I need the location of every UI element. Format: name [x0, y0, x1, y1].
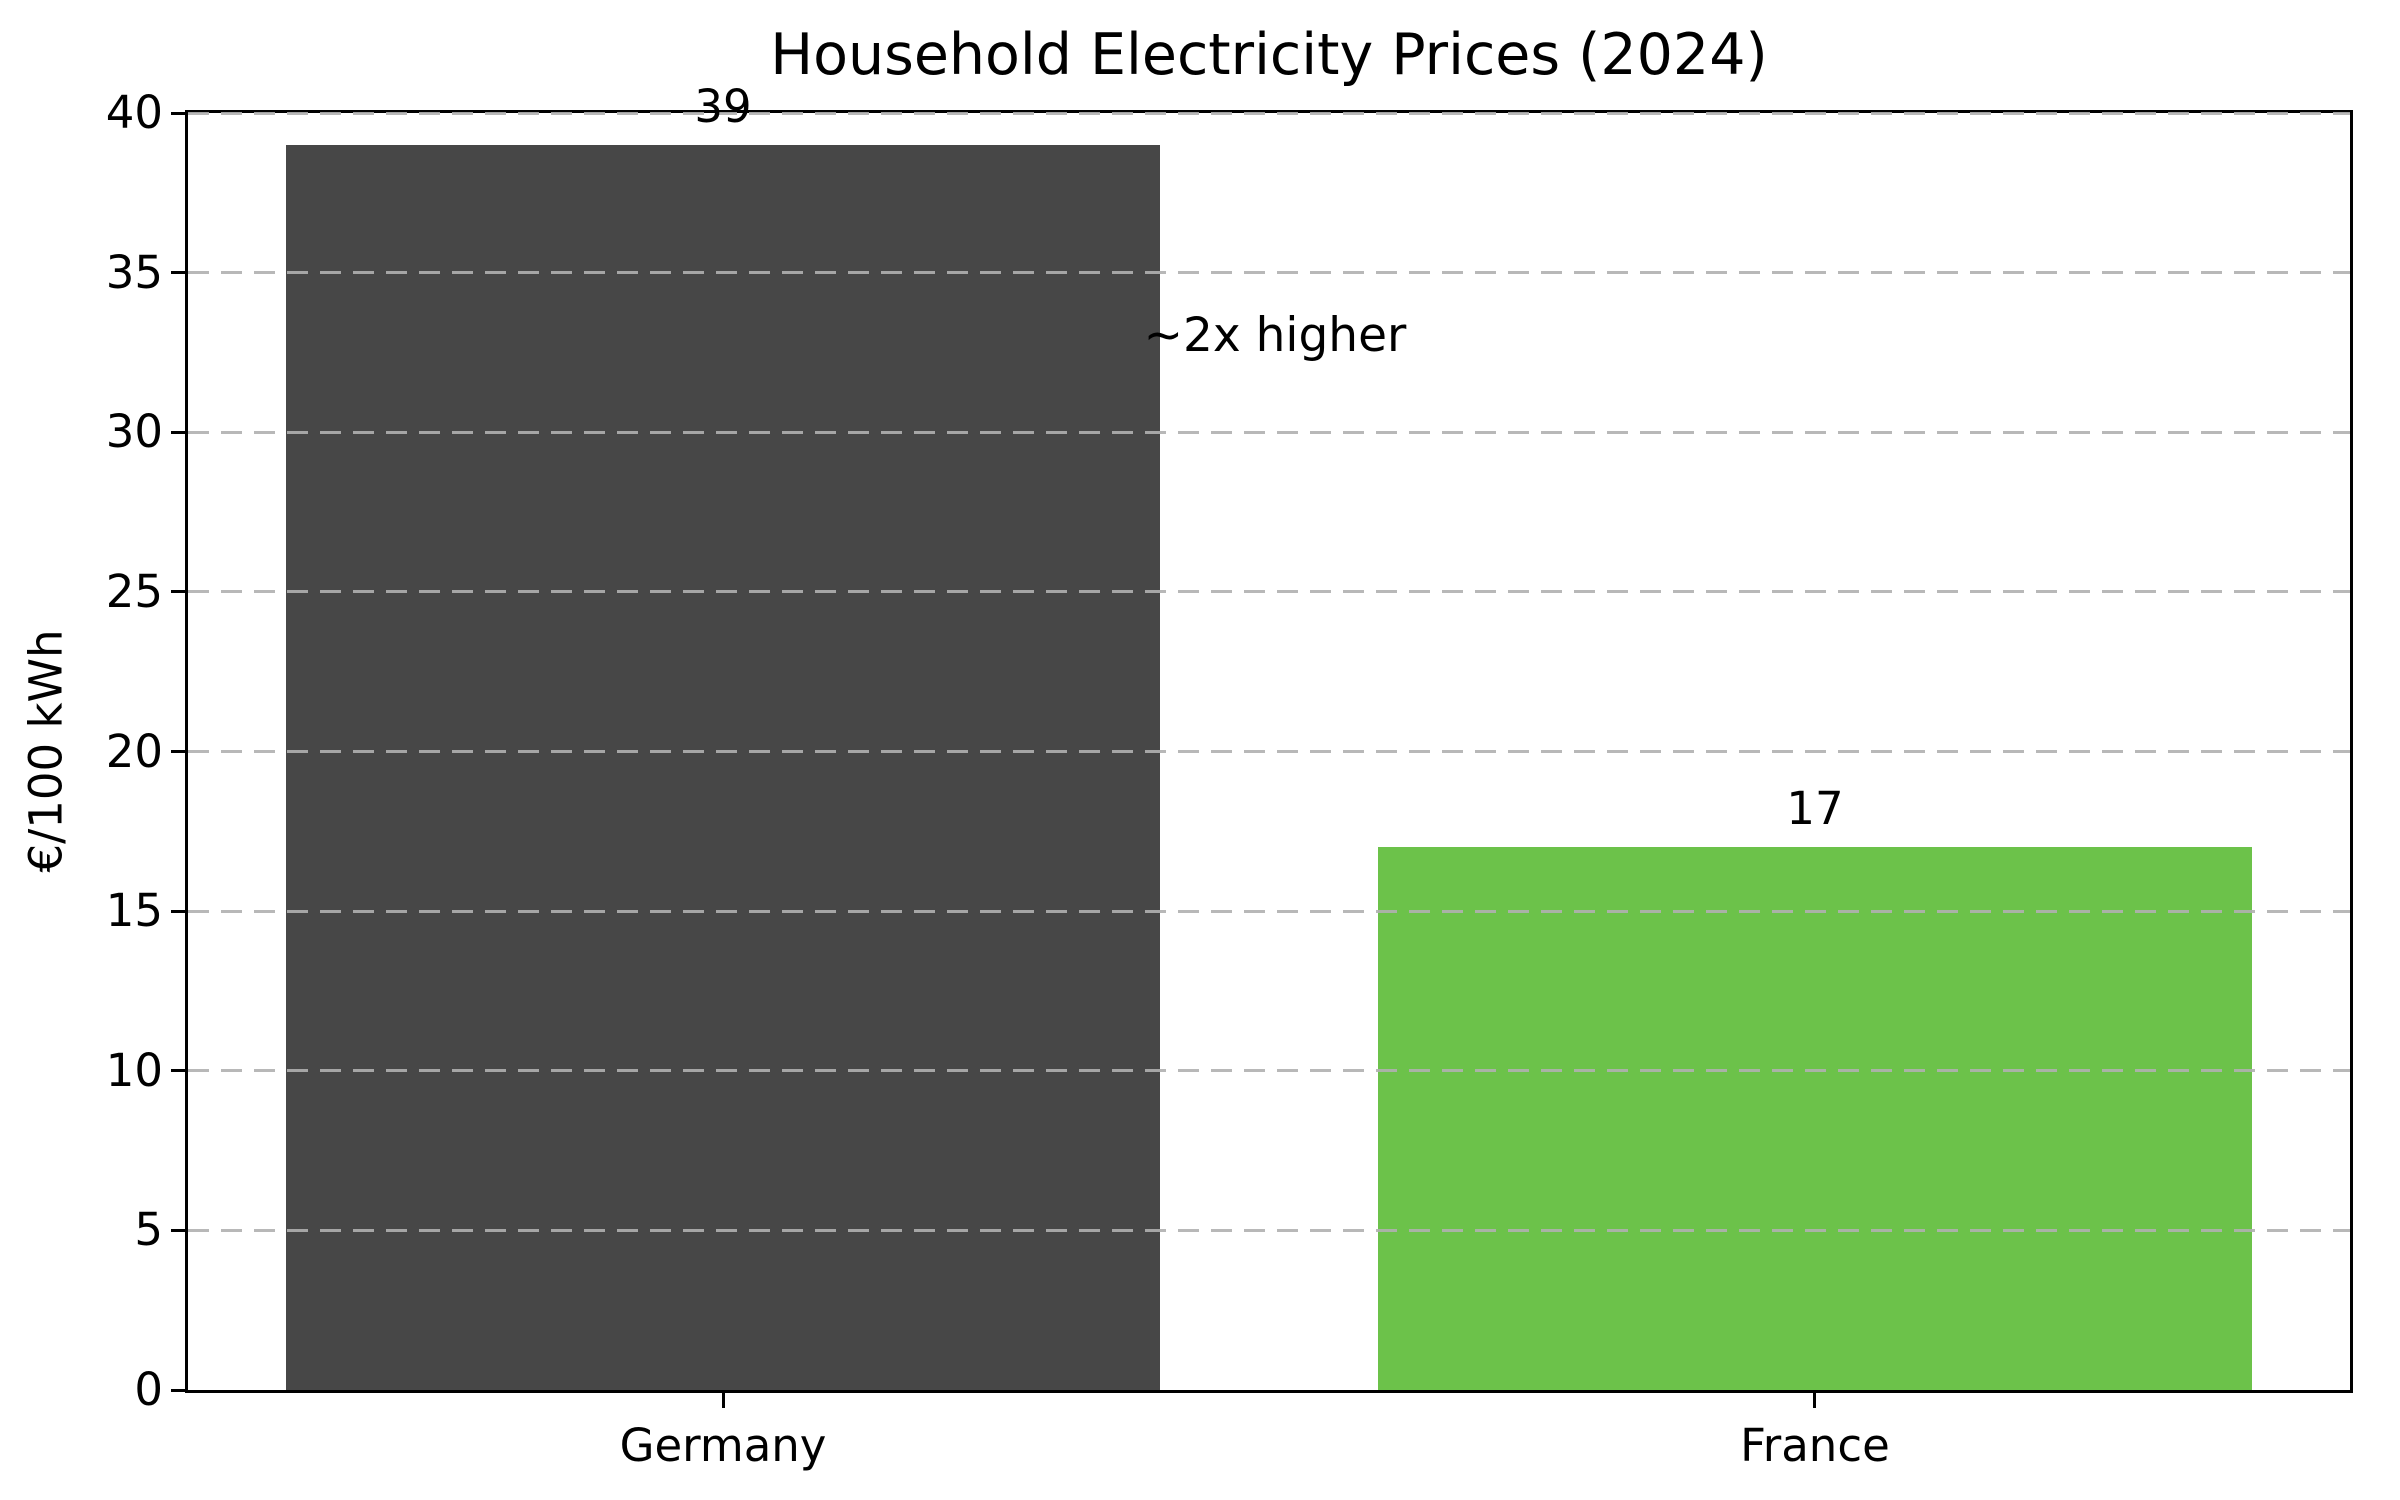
y-gridline — [188, 1228, 2350, 1232]
x-tick-mark — [1813, 1393, 1817, 1408]
y-tick-mark — [171, 750, 185, 753]
y-gridline — [188, 111, 2350, 115]
y-gridline — [188, 590, 2350, 594]
y-tick-label: 5 — [134, 1203, 163, 1257]
y-tick-label: 25 — [105, 564, 163, 618]
y-gridline — [188, 1069, 2350, 1073]
y-tick-label: 20 — [105, 724, 163, 778]
bar-value-label: 39 — [694, 79, 752, 133]
y-tick-mark — [171, 1228, 185, 1232]
annotation-text: ~2x higher — [1143, 308, 1407, 364]
y-gridline — [188, 271, 2350, 275]
y-tick-mark — [171, 1388, 185, 1392]
y-tick-label: 35 — [105, 245, 163, 299]
bar-value-label: 17 — [1786, 782, 1844, 836]
y-tick-label: 15 — [105, 884, 163, 938]
y-tick-mark — [171, 111, 185, 115]
y-gridline — [188, 909, 2350, 913]
x-tick-label-germany: Germany — [619, 1419, 827, 1472]
y-tick-mark — [171, 430, 185, 434]
y-tick-label: 10 — [105, 1043, 163, 1097]
y-tick-label: 40 — [105, 86, 163, 139]
y-tick-mark — [171, 590, 185, 594]
chart-title: Household Electricity Prices (2024) — [770, 22, 1768, 88]
plot-area: 0 5 10 15 20 25 30 35 40 39 Germany 17 France ~2x hig… — [106, 80, 2353, 1472]
y-gridline — [188, 430, 2350, 434]
y-tick-mark — [171, 1069, 185, 1073]
x-tick-mark — [721, 1393, 725, 1408]
bar-germany — [286, 144, 1160, 1390]
bar-france — [1378, 847, 2252, 1390]
x-tick-label-france: France — [1740, 1419, 1890, 1472]
y-gridline — [188, 750, 2350, 753]
y-tick-mark — [171, 909, 185, 913]
y-tick-mark — [171, 271, 185, 275]
y-tick-label: 0 — [134, 1363, 163, 1416]
y-tick-label: 30 — [105, 405, 163, 459]
